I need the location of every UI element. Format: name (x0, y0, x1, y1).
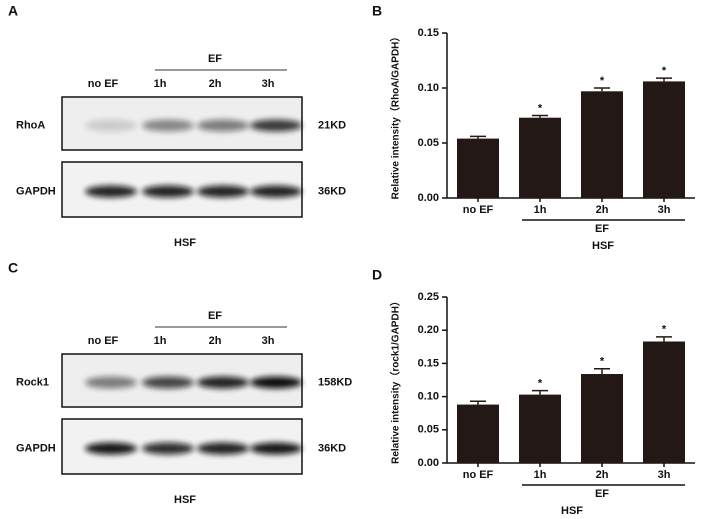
bar (519, 394, 561, 463)
lane-label: 1h (154, 78, 167, 90)
band (197, 442, 249, 455)
y-axis-label: Relative intensity（rock1/GAPDH） (389, 296, 402, 464)
significance-mark: * (538, 102, 543, 114)
row-name: GAPDH (16, 442, 56, 454)
band (85, 376, 137, 389)
bar (643, 81, 685, 198)
error-bar (656, 77, 672, 82)
error-bar (594, 87, 610, 92)
band (197, 376, 249, 389)
band (250, 442, 302, 455)
lane-label: no EF (88, 78, 119, 90)
y-tick-label: 0.00 (418, 457, 439, 469)
band (250, 376, 302, 389)
x-axis-label: HSF (592, 240, 614, 252)
x-tick-label: no EF (463, 204, 494, 216)
lane-label: 2h (209, 335, 222, 347)
row-name: Rock1 (16, 376, 49, 388)
error-bar (532, 114, 548, 118)
significance-mark: * (662, 65, 667, 77)
y-tick-label: 0.05 (418, 424, 439, 436)
error-bar (532, 389, 548, 395)
group-label: EF (208, 310, 222, 322)
bar (643, 341, 685, 463)
panel-letter: D (372, 267, 382, 283)
band (197, 119, 249, 132)
bar (581, 374, 623, 463)
x-tick-label: no EF (463, 469, 494, 481)
x-tick-label: 1h (534, 204, 547, 216)
band (250, 185, 302, 198)
caption: HSF (174, 237, 196, 249)
y-tick-label: 0.15 (418, 357, 439, 369)
y-tick-label: 0.10 (418, 82, 439, 94)
band (142, 185, 194, 198)
bar (519, 117, 561, 198)
y-tick-label: 0.00 (418, 192, 439, 204)
lane-label: 3h (262, 335, 275, 347)
bar (457, 138, 499, 198)
significance-mark: * (662, 324, 667, 336)
x-tick-label: 3h (658, 469, 671, 481)
group-label: EF (208, 53, 222, 65)
error-bar (470, 135, 486, 139)
band (250, 119, 302, 132)
band (85, 442, 137, 455)
y-tick-label: 0.05 (418, 137, 439, 149)
significance-mark: * (538, 378, 543, 390)
band (197, 185, 249, 198)
band (142, 376, 194, 389)
lane-label: 3h (262, 78, 275, 90)
x-tick-label: 2h (596, 469, 609, 481)
lane-label: 1h (154, 335, 167, 347)
x-axis-label: HSF (561, 505, 583, 517)
group-label: EF (595, 223, 609, 235)
band (142, 442, 194, 455)
x-tick-label: 2h (596, 204, 609, 216)
lane-label: 2h (209, 78, 222, 90)
lane-label: no EF (88, 335, 119, 347)
bar (581, 91, 623, 198)
x-tick-label: 3h (658, 204, 671, 216)
caption: HSF (174, 494, 196, 506)
panel-letter: A (8, 3, 18, 19)
error-bar (656, 336, 672, 342)
y-axis-label: Relative intensity（RhoA/GAPDH） (389, 32, 402, 200)
error-bar (470, 400, 486, 405)
band (85, 119, 137, 132)
group-label: EF (595, 488, 609, 500)
row-size: 21KD (318, 119, 346, 131)
band (142, 119, 194, 132)
row-name: GAPDH (16, 185, 56, 197)
bar (457, 404, 499, 463)
y-tick-label: 0.15 (418, 27, 439, 39)
x-tick-label: 1h (534, 469, 547, 481)
y-tick-label: 0.25 (418, 291, 439, 303)
significance-mark: * (600, 356, 605, 368)
panel-letter: B (372, 3, 382, 19)
y-tick-label: 0.10 (418, 391, 439, 403)
significance-mark: * (600, 75, 605, 87)
row-size: 158KD (318, 376, 352, 388)
row-size: 36KD (318, 442, 346, 454)
row-name: RhoA (16, 119, 45, 131)
y-tick-label: 0.20 (418, 324, 439, 336)
error-bar (594, 367, 610, 375)
row-size: 36KD (318, 185, 346, 197)
panel-letter: C (8, 260, 18, 276)
band (85, 185, 137, 198)
